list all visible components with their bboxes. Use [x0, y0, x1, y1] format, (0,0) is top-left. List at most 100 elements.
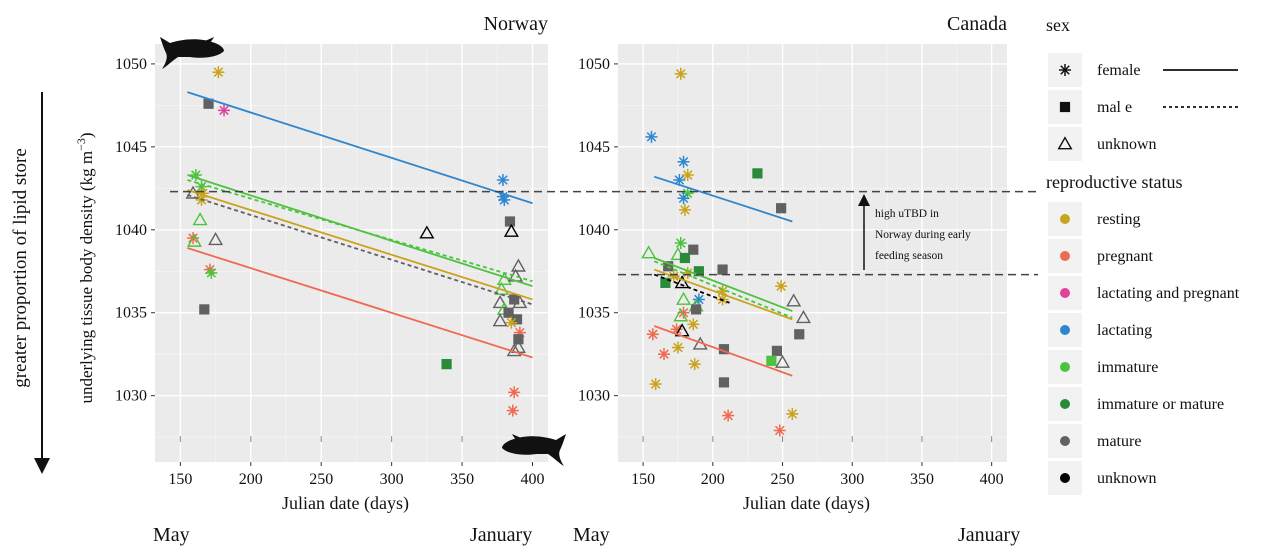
- legend-status-title: reproductive status: [1046, 172, 1182, 192]
- data-point: [646, 328, 659, 341]
- fit-line: [653, 325, 793, 377]
- data-point: [674, 275, 690, 289]
- data-point: [766, 355, 777, 366]
- legend-status-label: pregnant: [1097, 248, 1154, 265]
- data-point: [688, 244, 699, 255]
- data-point: [503, 223, 519, 237]
- x-tick-label: 200: [239, 471, 263, 488]
- panel-title: Canada: [947, 13, 1007, 35]
- data-point: [674, 237, 687, 250]
- data-point: [218, 104, 231, 117]
- x-tick-label: 350: [450, 471, 474, 488]
- legend-sex-title: sex: [1046, 15, 1070, 35]
- data-point: [1057, 136, 1073, 150]
- y-axis-label: underlying tissue body density (kg m−3): [74, 132, 96, 403]
- fit-line: [187, 174, 533, 288]
- plot-background: [618, 44, 1007, 462]
- legend: sex female mal e unknown reproductive status…: [1046, 15, 1240, 495]
- x-tick-label: 400: [980, 471, 1004, 488]
- x-tick-label: 200: [701, 471, 725, 488]
- data-point: [649, 378, 662, 391]
- fit-line: [187, 194, 533, 306]
- data-point: [671, 341, 684, 354]
- data-point: [776, 203, 787, 214]
- x-tick-label: 150: [631, 471, 655, 488]
- data-point: [660, 277, 671, 288]
- x-tick-label: 150: [168, 471, 192, 488]
- x-tick-label: 250: [771, 471, 795, 488]
- fit-line: [653, 260, 793, 319]
- data-point: [498, 193, 511, 206]
- legend-color-dot: [1060, 214, 1070, 224]
- data-point: [513, 334, 524, 345]
- annotation-line-3: feeding season: [875, 250, 943, 262]
- y-tick-label: 1030: [115, 388, 147, 405]
- legend-sex-label: female: [1097, 62, 1141, 79]
- legend-color-dot: [1060, 288, 1070, 298]
- legend-color-dot: [1060, 473, 1070, 483]
- data-point: [775, 280, 788, 293]
- y-tick-label: 1045: [578, 139, 610, 156]
- data-point: [199, 304, 210, 315]
- y-tick-label: 1030: [578, 388, 610, 405]
- data-point: [492, 295, 508, 309]
- y-tick-label: 1040: [578, 222, 610, 239]
- fit-line: [187, 247, 533, 359]
- x-tick-label: 250: [309, 471, 333, 488]
- x-axis-label: Julian date (days): [743, 493, 870, 514]
- data-point: [203, 98, 214, 109]
- data-point: [771, 345, 783, 356]
- legend-status-label: immature or mature: [1097, 396, 1224, 413]
- y-tick-label: 1035: [115, 305, 147, 322]
- y-tick-label: 1050: [115, 56, 147, 73]
- legend-sex-label: mal e: [1097, 99, 1132, 116]
- data-point: [773, 424, 786, 437]
- data-point: [677, 192, 690, 205]
- data-point: [192, 212, 208, 226]
- data-point: [718, 377, 730, 388]
- panel-norway: 150 200 250 300 350 400 1030 1035 1040 1045 1050 No…: [115, 13, 548, 514]
- data-point: [752, 168, 763, 179]
- legend-color-dot: [1060, 399, 1070, 409]
- legend-status-label: unknown: [1097, 470, 1157, 487]
- fit-line: [653, 257, 793, 312]
- data-point: [186, 233, 202, 247]
- y-tick-label: 1045: [115, 139, 147, 156]
- plot-background: [155, 44, 548, 462]
- data-point: [678, 203, 691, 216]
- data-point: [205, 266, 218, 279]
- data-point: [1059, 101, 1071, 113]
- x-tick-label: 400: [521, 471, 545, 488]
- panel-canada: 150 200 250 300 350 400 1030 1035 1040 1045 1050 Ca…: [578, 13, 1007, 514]
- data-point: [676, 291, 692, 305]
- data-point: [212, 66, 225, 79]
- side-label: greater proportion of lipid store: [10, 148, 31, 388]
- x-tick-label: 300: [380, 471, 404, 488]
- fit-line: [653, 175, 793, 223]
- whale-icon: [502, 434, 566, 466]
- data-point: [496, 174, 509, 187]
- data-point: [794, 329, 805, 340]
- data-point: [786, 293, 802, 307]
- data-point: [717, 264, 728, 275]
- data-point: [641, 245, 657, 259]
- data-point: [510, 258, 526, 272]
- legend-color-dot: [1060, 251, 1070, 261]
- data-point: [492, 313, 508, 327]
- data-point: [693, 266, 704, 277]
- legend-status-label: lactating: [1097, 322, 1152, 339]
- data-point: [690, 304, 702, 315]
- data-point: [506, 404, 519, 417]
- month-label-january: January: [958, 524, 1020, 546]
- data-point: [681, 169, 694, 182]
- data-point: [688, 358, 701, 371]
- legend-status-label: mature: [1097, 433, 1141, 450]
- legend-sex-label: unknown: [1097, 136, 1157, 153]
- data-point: [441, 359, 452, 370]
- data-point: [208, 232, 224, 246]
- annotation-line-1: high uTBD in: [875, 208, 939, 220]
- data-point: [504, 216, 516, 227]
- data-point: [503, 307, 514, 318]
- data-point: [1059, 64, 1071, 76]
